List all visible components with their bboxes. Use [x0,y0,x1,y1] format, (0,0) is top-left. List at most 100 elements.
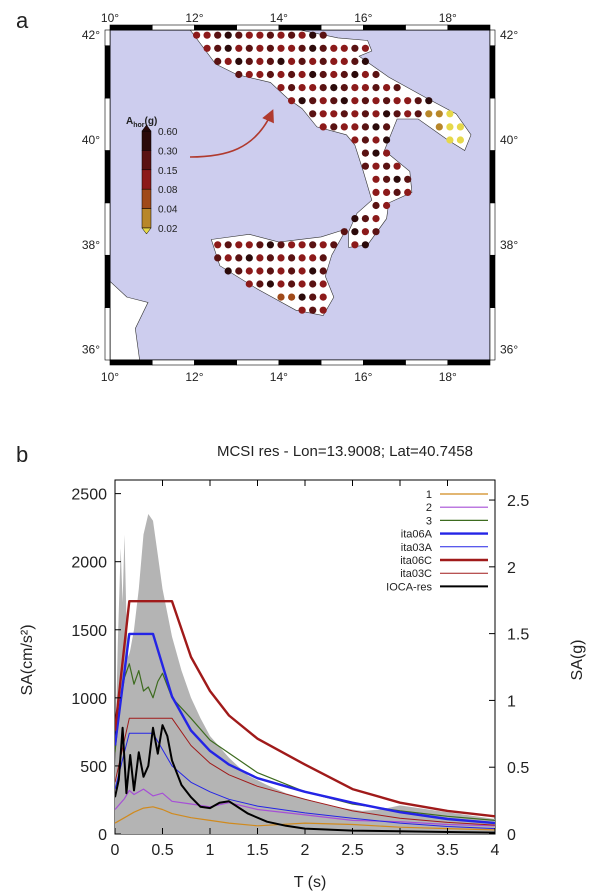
colorbar-swatch [141,130,152,151]
hazard-point [340,123,348,131]
hazard-point [319,31,327,39]
hazard-point [340,44,348,52]
hazard-point [319,306,327,314]
hazard-point [383,84,391,92]
colorbar-legend: Ahor(g) 0.60 0.30 0.15 0.08 0.04 0.02 [126,116,178,235]
frame-bar-top [320,24,364,31]
hazard-point [393,110,401,118]
hazard-point [288,241,296,249]
legend-label-ioca-res: IOCA-res [386,581,432,593]
hazard-point [340,84,348,92]
hazard-point [298,254,306,262]
hazard-point [319,44,327,52]
y-axis-label-right: SA(g) [569,640,586,681]
hazard-point [266,267,274,275]
hazard-point [235,241,243,249]
frame-bar-top [278,24,322,31]
hazard-point [361,84,369,92]
y-tick-label-left: 1500 [71,623,107,640]
hazard-point [372,175,380,183]
hazard-point [298,293,306,301]
hazard-point [456,136,464,144]
legend-label-ita03c: ita03C [400,568,432,580]
hazard-point [319,254,327,262]
hazard-point [383,188,391,196]
lon-tick-bottom: 12° [185,370,203,384]
y-tick-label-left: 1000 [71,691,107,708]
hazard-point [446,110,454,118]
hazard-point [309,44,317,52]
frame-bar-top [151,24,195,31]
y-tick-label-right: 0.5 [507,760,529,777]
hazard-point [319,293,327,301]
hazard-point [330,110,338,118]
hazard-point [372,123,380,131]
hazard-point [214,241,222,249]
hazard-point [245,44,253,52]
hazard-point [383,136,391,144]
colorbar-swatch [141,188,152,209]
colorbar-level-label: 0.04 [158,205,178,216]
hazard-point [224,254,232,262]
hazard-point [372,228,380,236]
hazard-point [340,70,348,79]
series-line-1 [115,806,495,831]
frame-bar-left [104,202,111,256]
legend-label-1: 1 [426,489,432,501]
axes: 0 0.5 1 1.5 2 2.5 3 3.5 40500100015002000250000.… [71,480,529,859]
hazard-point [372,162,380,170]
hazard-point [309,280,317,288]
hazard-point [425,110,433,118]
hazard-point [351,84,359,92]
lat-tick-right: 42° [500,28,518,42]
x-tick-label: 0.5 [151,842,173,859]
hazard-point [319,241,327,249]
hazard-point [235,44,243,52]
frame-bar-bottom [405,359,449,366]
hazard-point [393,97,401,105]
tunisia-coast [110,280,149,360]
hazard-point [277,254,285,262]
hazard-point [372,149,380,157]
lat-tick-left: 38° [82,238,100,252]
hazard-point [351,228,359,236]
y-tick-label-right: 0 [507,827,516,844]
hazard-point [425,97,433,105]
frame-bar-top [236,24,280,31]
hazard-point [372,201,380,210]
frame-bar-right [489,45,496,99]
hazard-point [330,57,338,65]
hazard-point [309,306,317,314]
lat-tick-left: 36° [82,343,100,357]
lat-tick-right: 36° [500,343,518,357]
hazard-point [266,44,274,52]
hazard-point [266,280,274,288]
hazard-point [203,44,211,52]
hazard-point [340,97,348,105]
hazard-point [277,241,285,249]
frame-bar-top [109,24,153,31]
hazard-point [309,84,317,92]
hazard-point [288,254,296,262]
colorbar: 0.60 0.30 0.15 0.08 0.04 0.02 [141,124,178,235]
colorbar-level-label: 0.60 [158,127,178,138]
hazard-point [309,57,317,65]
hazard-point [277,31,285,39]
hazard-point [404,97,412,105]
hazard-point [383,175,391,183]
hazard-point [330,44,338,52]
chart-panel: MCSI res - Lon=13.9008; Lat=40.7458 0 0.5… [19,443,586,891]
y-tick-label-right: 1 [507,693,516,710]
hazard-point [361,70,369,79]
hazard-point [393,175,401,183]
hazard-point [235,57,243,65]
hazard-point [456,123,464,131]
hazard-point [298,84,306,92]
series-line-ita06c [115,600,495,818]
legend-label-2: 2 [426,502,432,514]
hazard-point [372,97,380,105]
hazard-point [383,149,391,157]
y-axis-label-left: SA(cm/s²) [19,624,36,695]
hazard-point [235,70,243,79]
hazard-point [245,280,253,288]
